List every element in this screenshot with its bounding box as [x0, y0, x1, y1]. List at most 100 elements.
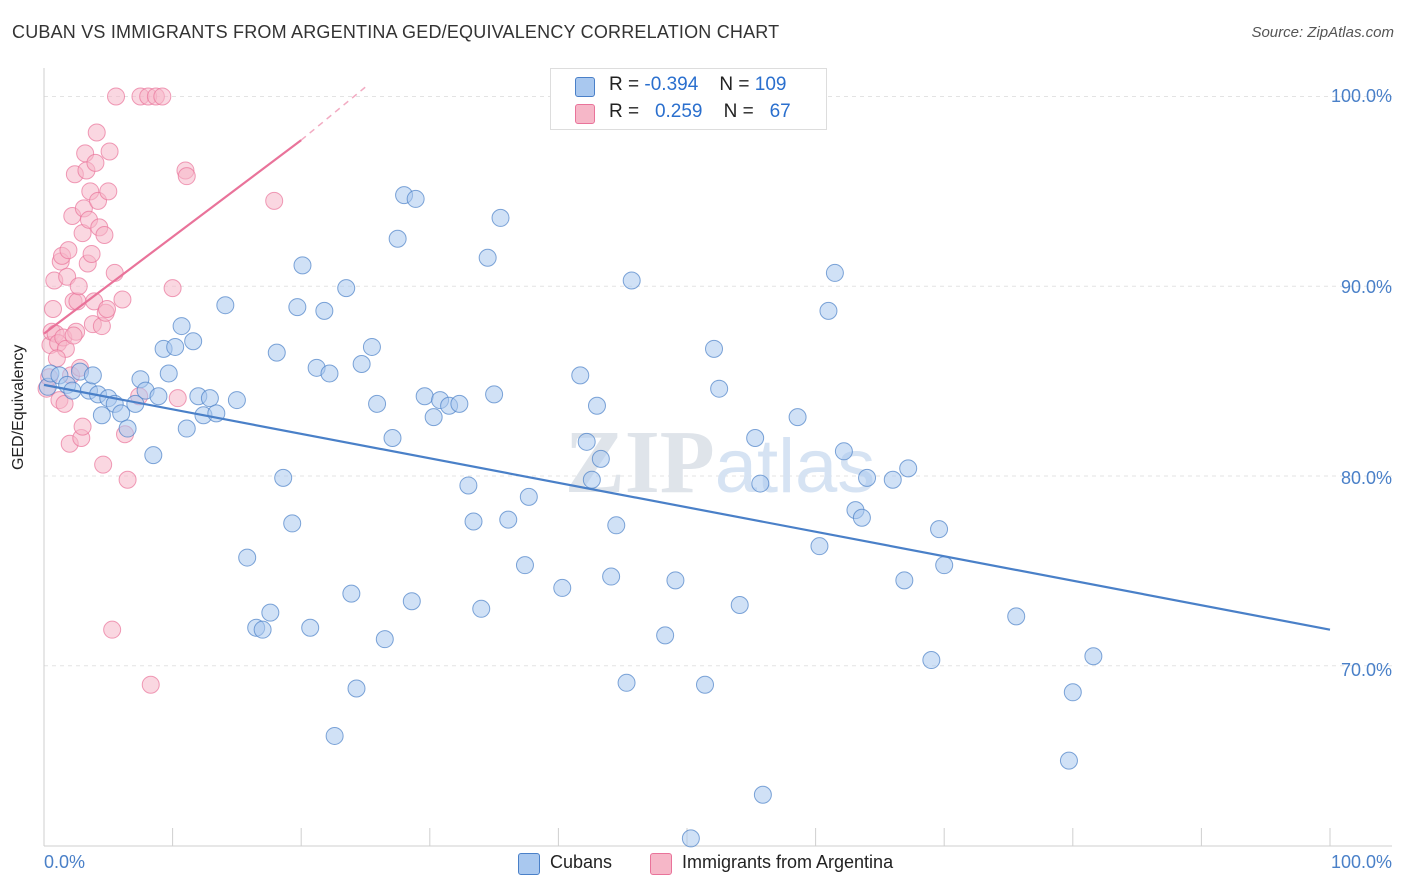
argentina-point: [163, 279, 182, 298]
cuban-point: [1059, 751, 1078, 770]
argentina-point: [118, 470, 137, 489]
watermark: ZIPatlas: [565, 413, 876, 512]
cuban-point: [834, 442, 853, 461]
cuban-point: [602, 567, 621, 586]
cuban-point: [810, 537, 829, 556]
cuban-point: [112, 404, 131, 423]
cuban-point: [825, 263, 844, 282]
argentina-point: [265, 191, 284, 210]
argentina-swatch: [575, 104, 595, 124]
cuban-point: [499, 510, 518, 529]
correlation-legend: R = -0.394 N = 109 R = 0.259 N = 67: [550, 68, 827, 130]
cuban-point: [571, 366, 590, 385]
cuban-point: [293, 256, 312, 275]
cuban-point: [491, 208, 510, 227]
cuban-point: [1084, 647, 1103, 666]
cuban-point: [415, 387, 434, 406]
cuban-point: [450, 394, 469, 413]
cuban-point: [1007, 607, 1026, 626]
argentina-point: [113, 290, 132, 309]
argentina-point: [47, 349, 66, 368]
cuban-point: [666, 571, 685, 590]
cuban-point: [622, 271, 641, 290]
cuban-point: [519, 487, 538, 506]
argentina-legend-swatch: [650, 853, 672, 875]
cuban-point: [274, 468, 293, 487]
cuban-point: [899, 459, 918, 478]
cuban-point: [472, 599, 491, 618]
argentina-trend-extension: [300, 86, 366, 141]
r-value: -0.394: [644, 74, 699, 95]
cuban-point: [200, 389, 219, 408]
argentina-point: [107, 87, 126, 106]
cuban-point: [172, 317, 191, 336]
argentina-trend-line: [43, 139, 302, 335]
cuban-point: [515, 556, 534, 575]
cuban-point: [177, 419, 196, 438]
cuban-point: [92, 406, 111, 425]
cuban-point: [751, 474, 770, 493]
cuban-point: [261, 603, 280, 622]
cubans-swatch: [575, 77, 595, 97]
argentina-point: [99, 182, 118, 201]
cuban-point: [283, 514, 302, 533]
cuban-point: [582, 470, 601, 489]
cuban-point: [301, 618, 320, 637]
argentina-point: [105, 263, 124, 282]
cuban-point: [591, 449, 610, 468]
cuban-point: [485, 385, 504, 404]
cubans-legend-label: Cubans: [550, 852, 613, 872]
y-tick-label: 70.0%: [1340, 660, 1392, 680]
argentina-point: [59, 241, 78, 260]
cuban-point: [320, 364, 339, 383]
axes: [43, 68, 1392, 847]
argentina-point: [141, 675, 160, 694]
argentina-point: [103, 620, 122, 639]
cuban-point: [402, 592, 421, 611]
argentina-point: [55, 394, 74, 413]
cuban-point: [144, 446, 163, 465]
cubans-legend-swatch: [518, 853, 540, 875]
cuban-point: [184, 332, 203, 351]
cuban-point: [159, 364, 178, 383]
cuban-point: [577, 432, 596, 451]
cuban-point: [858, 468, 877, 487]
cuban-point: [166, 337, 185, 356]
cuban-point: [288, 298, 307, 317]
cuban-point: [342, 584, 361, 603]
cuban-point: [315, 301, 334, 320]
cuban-point: [216, 296, 235, 315]
cuban-point: [83, 366, 102, 385]
source-label: Source: ZipAtlas.com: [1251, 24, 1394, 41]
cuban-point: [253, 620, 272, 639]
cuban-point: [337, 279, 356, 298]
n-value: 109: [754, 74, 787, 95]
argentina-point: [98, 299, 117, 318]
argentina-point: [64, 326, 83, 345]
cuban-point: [459, 476, 478, 495]
argentina-point: [177, 167, 196, 186]
cuban-point: [587, 396, 606, 415]
cuban-point: [383, 429, 402, 448]
argentina-point: [100, 142, 119, 161]
argentina-point: [86, 153, 105, 172]
cuban-point: [935, 556, 954, 575]
cuban-point: [1063, 683, 1082, 702]
n-label: N =: [719, 74, 750, 95]
cuban-point: [852, 508, 871, 527]
cuban-point: [883, 470, 902, 489]
cuban-point: [362, 337, 381, 356]
cuban-point: [656, 626, 675, 645]
cuban-point: [705, 339, 724, 358]
y-tick-label: 80.0%: [1340, 468, 1392, 488]
cuban-point: [710, 379, 729, 398]
cuban-point: [464, 512, 483, 531]
r-label: R =: [609, 101, 640, 122]
cuban-point: [788, 408, 807, 427]
argentina-legend-label: Immigrants from Argentina: [682, 852, 894, 872]
cuban-point: [118, 419, 137, 438]
cuban-point: [352, 355, 371, 374]
cuban-point: [746, 429, 765, 448]
cuban-point: [895, 571, 914, 590]
cuban-point: [424, 408, 443, 427]
